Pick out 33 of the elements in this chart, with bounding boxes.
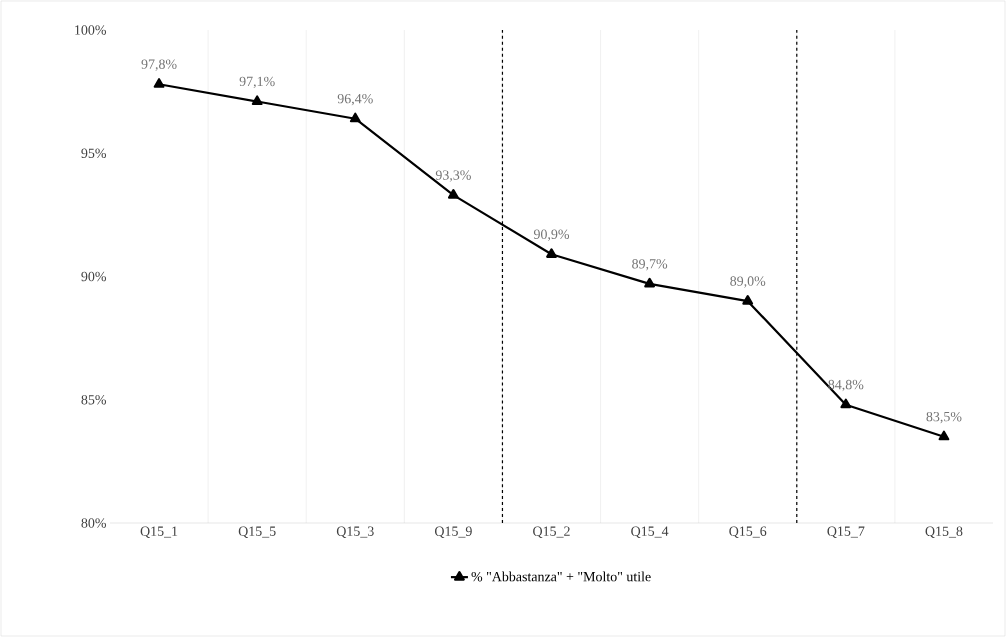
y-tick-label: 90% xyxy=(81,271,106,282)
x-tick-label: Q15_3 xyxy=(336,526,374,539)
data-label: 83,5% xyxy=(926,411,962,424)
point xyxy=(644,277,656,288)
x-tick-label: Q15_1 xyxy=(140,526,178,539)
point xyxy=(840,398,852,409)
point xyxy=(447,189,459,199)
point xyxy=(742,295,754,305)
y-tick-label: 95% xyxy=(81,148,106,158)
point xyxy=(349,112,361,123)
x-tick-label: Q15_5 xyxy=(238,526,276,539)
y-tick-label: 80% xyxy=(81,518,106,528)
point xyxy=(938,430,950,441)
data-label: 97,8% xyxy=(141,59,177,71)
y-tick-label: 100% xyxy=(75,25,106,35)
point xyxy=(153,78,165,88)
data-label: 90,9% xyxy=(533,229,570,241)
point xyxy=(251,95,263,106)
data-label: 93,3% xyxy=(435,170,471,182)
data-label: 84,8% xyxy=(828,379,864,392)
data-label: 96,4% xyxy=(337,93,373,106)
legend-label: % "Abbastanza" + "Molto" utile xyxy=(471,571,651,582)
x-tick-label: Q15_9 xyxy=(434,526,472,539)
data-label: 89,0% xyxy=(730,276,766,288)
y-tick-label: 85% xyxy=(81,395,106,405)
x-tick-label: Q15_8 xyxy=(925,526,963,539)
x-tick-label: Q15_7 xyxy=(827,526,865,539)
data-label: 89,7% xyxy=(632,259,668,271)
x-tick-label: Q15_6 xyxy=(729,526,767,539)
data-label: 97,1% xyxy=(239,76,275,89)
point xyxy=(546,248,557,258)
x-tick-label: Q15_2 xyxy=(533,526,570,539)
x-tick-label: Q15_4 xyxy=(631,526,669,539)
